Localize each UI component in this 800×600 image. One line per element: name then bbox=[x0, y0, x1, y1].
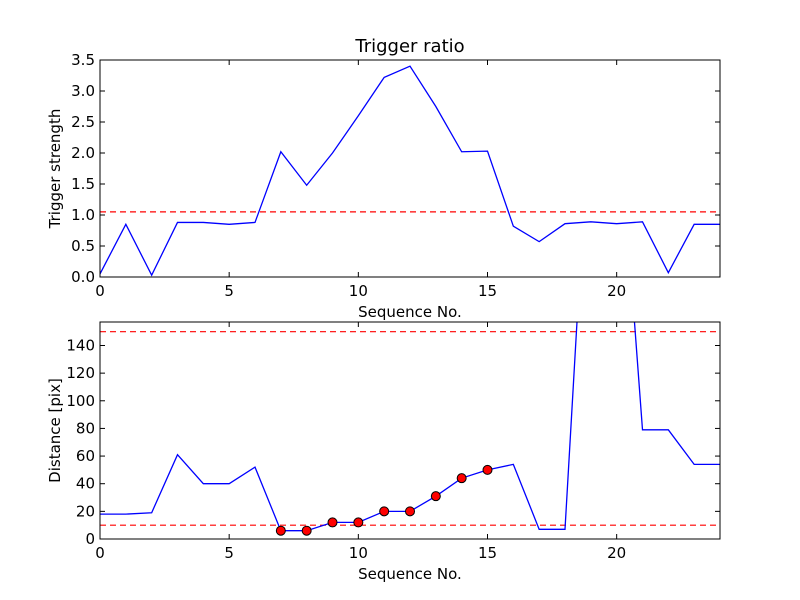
x-tick-label: 20 bbox=[607, 282, 626, 300]
y-tick-label: 2.0 bbox=[71, 144, 95, 162]
y-tick-label: 0.5 bbox=[71, 237, 95, 255]
plot-content bbox=[100, 65, 720, 277]
y-tick-label: 2.5 bbox=[71, 113, 95, 131]
bottom-chart: 0 5 10 15 20 0 20 40 60 80 100 120 140 Sequence No. Di… bbox=[46, 321, 721, 583]
x-tick-label: 20 bbox=[607, 544, 626, 562]
y-tick-label: 0 bbox=[85, 530, 95, 548]
y-tick-label: 3.5 bbox=[71, 51, 95, 69]
plot-area bbox=[100, 60, 720, 277]
x-tick-label: 5 bbox=[224, 544, 234, 562]
data-point-marker bbox=[456, 473, 467, 484]
y-tick-label: 3.0 bbox=[71, 82, 95, 100]
y-tick-label: 80 bbox=[76, 419, 95, 437]
top-chart: 0 5 10 15 20 0.0 0.5 1.0 1.5 2.0 2.5 3.0 3.5 Sequence… bbox=[46, 36, 721, 321]
plot-area bbox=[100, 322, 720, 539]
y-tick-label: 20 bbox=[76, 502, 95, 520]
data-point-marker bbox=[275, 525, 286, 536]
x-tick-label: 15 bbox=[478, 544, 497, 562]
y-tick-label: 0.0 bbox=[71, 268, 95, 286]
plot-content bbox=[100, 322, 720, 536]
data-point-marker bbox=[379, 506, 390, 517]
x-axis-label: Sequence No. bbox=[358, 303, 462, 321]
x-tick-label: 10 bbox=[349, 544, 368, 562]
x-tick-label: 10 bbox=[349, 282, 368, 300]
y-tick-label: 40 bbox=[76, 475, 95, 493]
axes-frame bbox=[99, 59, 721, 278]
data-point-marker bbox=[430, 491, 441, 502]
series-line bbox=[100, 65, 720, 277]
y-tick-label: 1.0 bbox=[71, 206, 95, 224]
data-point-marker bbox=[301, 525, 312, 536]
x-axis-label: Sequence No. bbox=[358, 565, 462, 583]
x-tick-label: 0 bbox=[95, 544, 105, 562]
x-tick-label: 0 bbox=[95, 282, 105, 300]
data-point-marker bbox=[327, 517, 338, 528]
x-tick-label: 15 bbox=[478, 282, 497, 300]
y-axis-label: Trigger strength bbox=[46, 109, 64, 230]
y-tick-label: 120 bbox=[66, 364, 95, 382]
data-point-marker bbox=[482, 464, 493, 475]
y-tick-label: 100 bbox=[66, 392, 95, 410]
y-tick-label: 60 bbox=[76, 447, 95, 465]
chart-title: Trigger ratio bbox=[354, 36, 464, 57]
axes-frame bbox=[99, 321, 721, 540]
y-axis-label: Distance [pix] bbox=[46, 378, 64, 483]
y-tick-label: 140 bbox=[66, 336, 95, 354]
y-tick-label: 1.5 bbox=[71, 175, 95, 193]
data-point-marker bbox=[353, 517, 364, 528]
data-point-marker bbox=[405, 506, 415, 517]
x-tick-label: 5 bbox=[224, 282, 234, 300]
